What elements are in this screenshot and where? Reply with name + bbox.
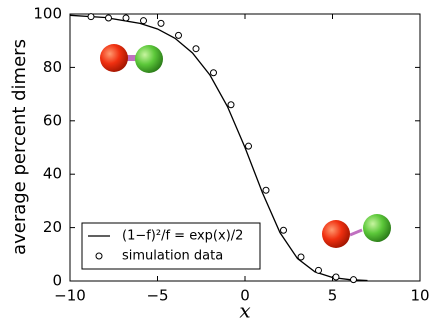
data-point [122, 14, 130, 22]
legend-label: simulation data [122, 249, 223, 264]
data-point [105, 14, 112, 22]
data-point [297, 253, 305, 261]
curve [69, 14, 368, 282]
y-tick-label: 60 [43, 111, 62, 129]
legend-label: (1−f)²/f = exp(x)/2 [122, 229, 243, 244]
x-tick-label: 0 [240, 287, 250, 305]
data-point [192, 45, 200, 53]
data-point [175, 31, 182, 39]
y-tick-label: 20 [43, 218, 62, 236]
data-point [350, 276, 357, 284]
x-axis-label: x [239, 299, 250, 323]
data-point [157, 19, 165, 27]
data-point [227, 101, 235, 109]
x-tick-label: −5 [146, 287, 168, 305]
x-tick-label: 5 [328, 287, 338, 305]
y-tick-label: 40 [43, 165, 62, 183]
data-point [315, 266, 322, 274]
data-point [87, 13, 95, 21]
data-point [245, 142, 252, 150]
y-tick-label: 0 [52, 272, 62, 290]
data-point [332, 273, 340, 281]
dimer-bound-icon [100, 44, 163, 73]
data-point [140, 17, 147, 25]
data-point [280, 226, 287, 234]
data-point [210, 69, 217, 77]
dimer-free-icon [322, 214, 391, 248]
legend: (1−f)²/f = exp(x)/2 simulation data [81, 222, 261, 270]
data-point [262, 186, 270, 194]
y-tick-label: 100 [33, 5, 62, 23]
x-tick-label: −10 [54, 287, 86, 305]
legend-swatch [95, 252, 103, 260]
legend-box [81, 222, 261, 270]
x-tick-label: 10 [410, 287, 429, 305]
y-tick-label: 80 [43, 58, 62, 76]
y-axis-label: average percent dimers [9, 39, 30, 255]
